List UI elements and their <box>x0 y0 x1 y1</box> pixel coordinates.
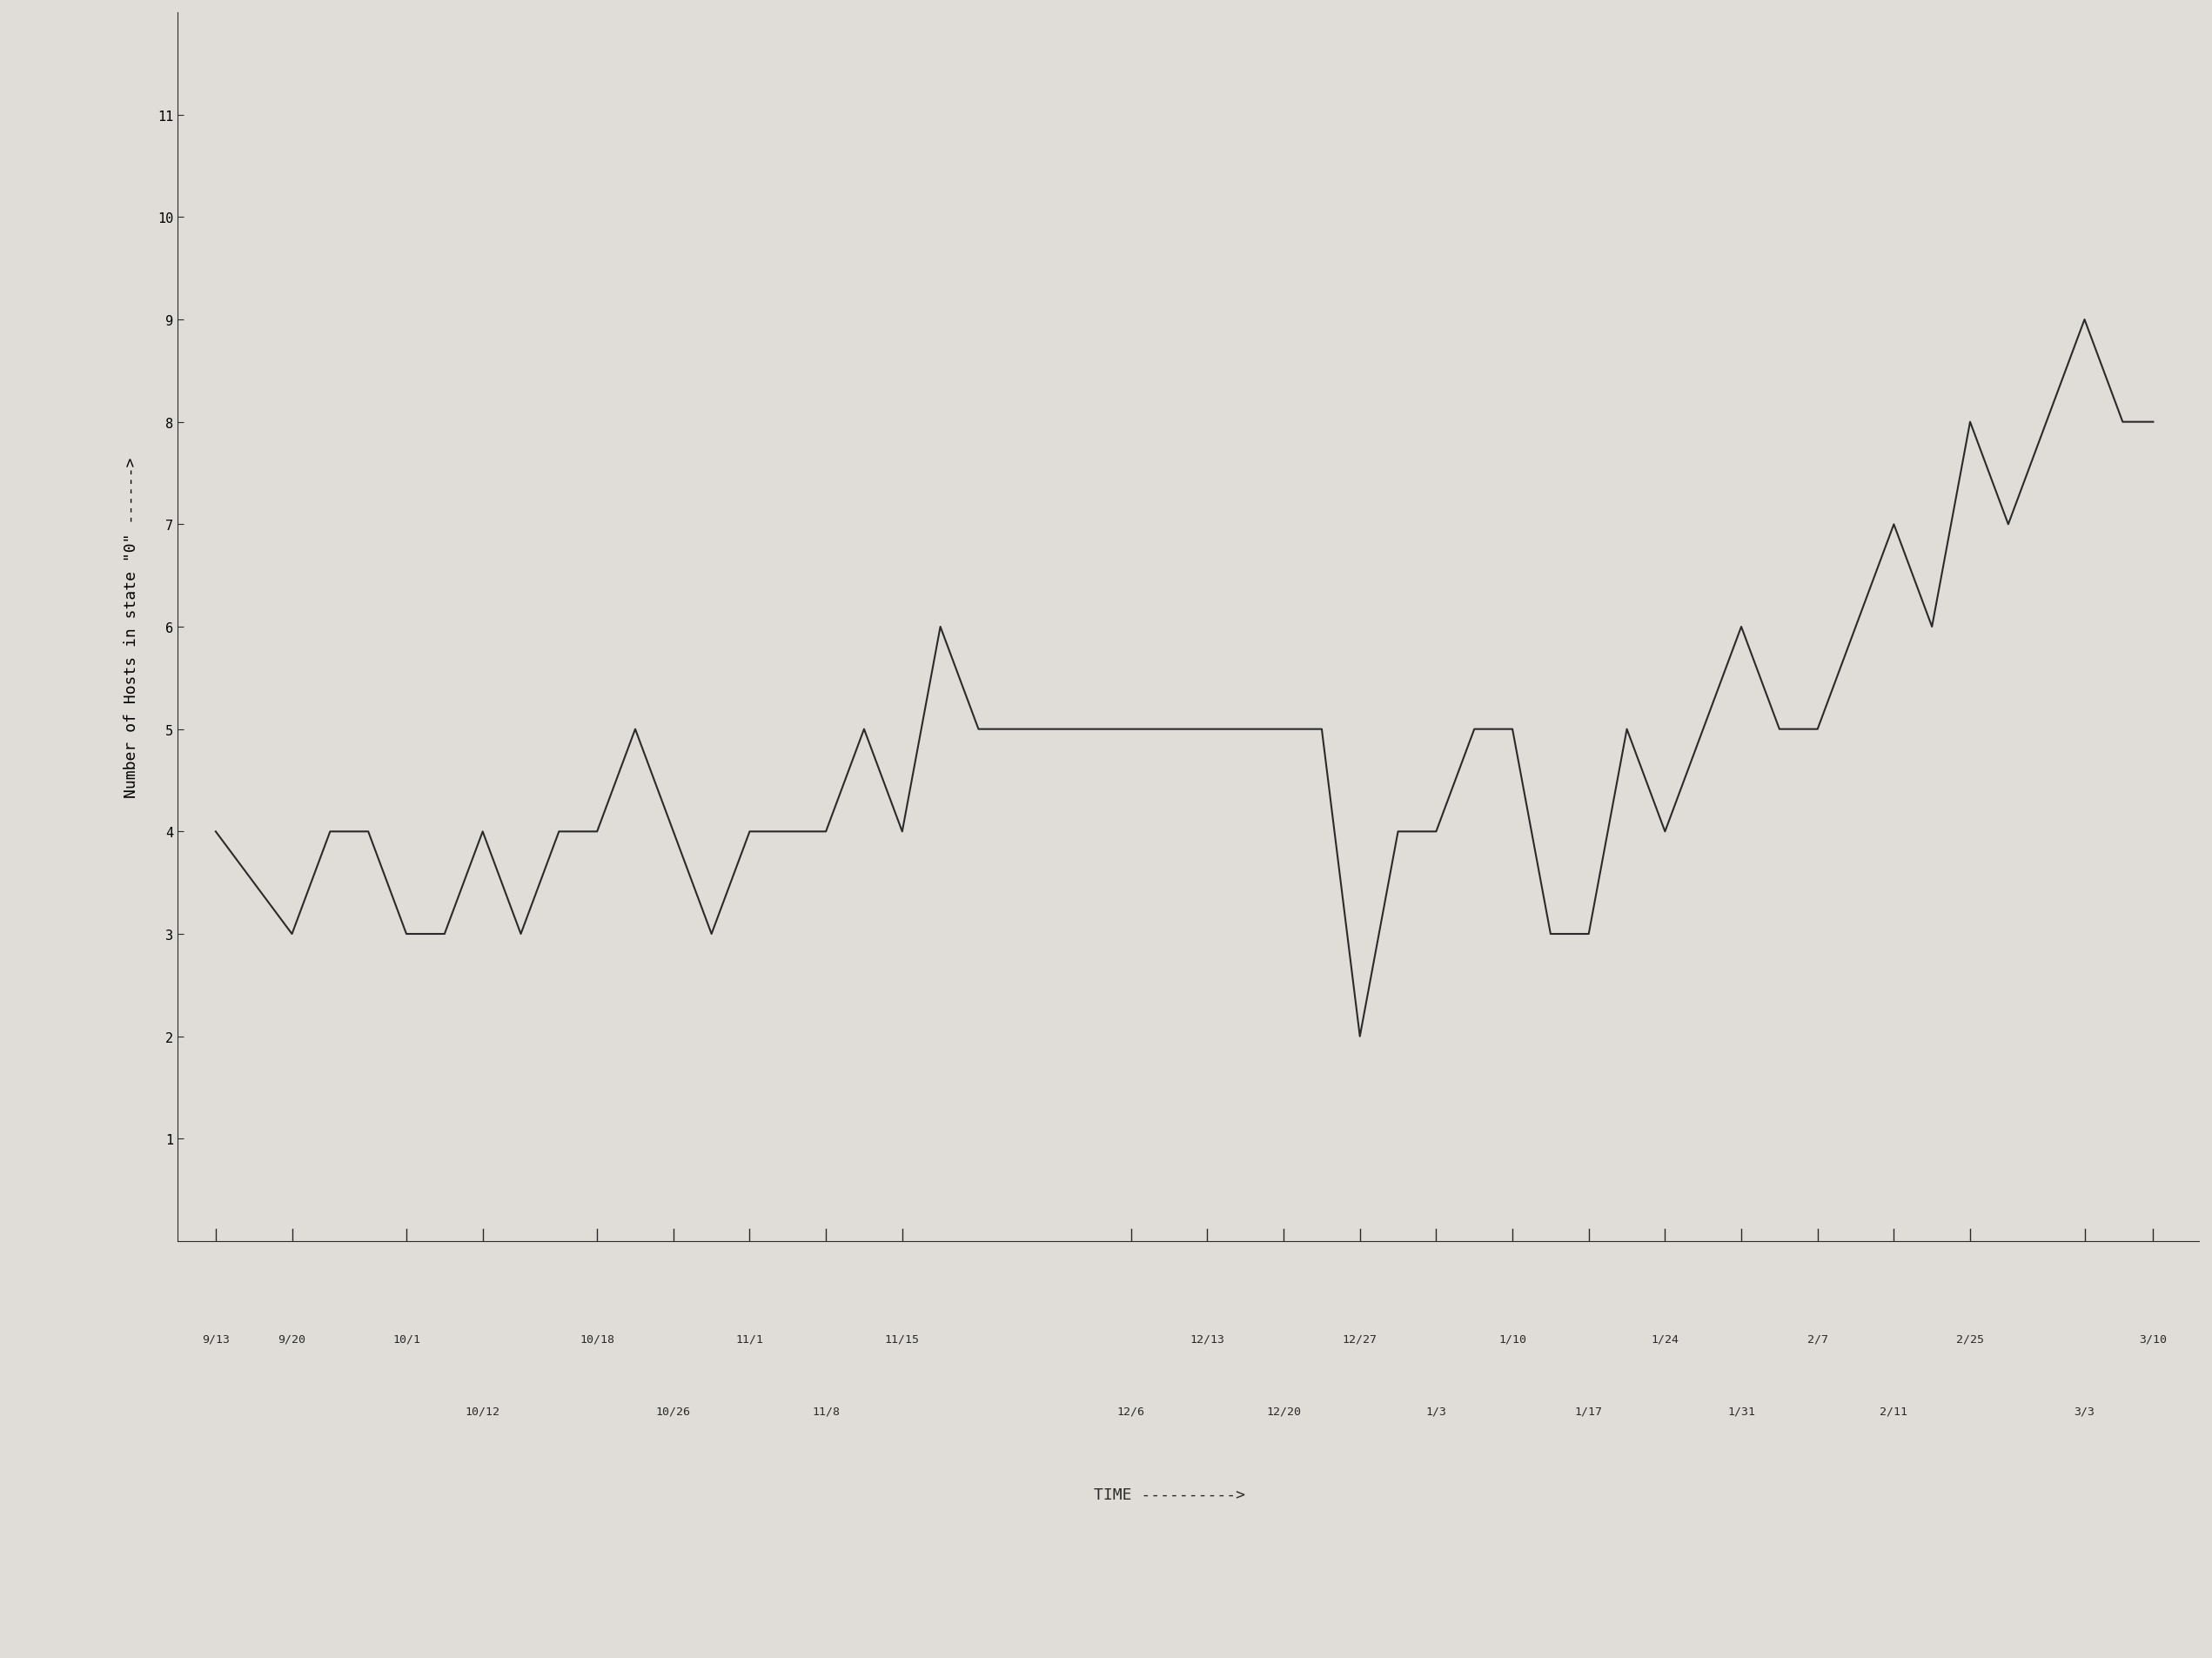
Text: 10/12: 10/12 <box>465 1404 500 1416</box>
Text: 1/17: 1/17 <box>1575 1404 1604 1416</box>
Text: 1/24: 1/24 <box>1650 1333 1679 1345</box>
Text: 9/13: 9/13 <box>201 1333 230 1345</box>
Text: TIME ---------->: TIME ----------> <box>1093 1487 1245 1502</box>
Text: 12/27: 12/27 <box>1343 1333 1378 1345</box>
Text: 12/6: 12/6 <box>1117 1404 1146 1416</box>
Text: 2/7: 2/7 <box>1807 1333 1827 1345</box>
Text: 11/15: 11/15 <box>885 1333 920 1345</box>
Text: 10/18: 10/18 <box>580 1333 615 1345</box>
Y-axis label: Number of Hosts in state "0" ------>: Number of Hosts in state "0" ------> <box>124 458 139 797</box>
Text: 2/25: 2/25 <box>1955 1333 1984 1345</box>
Text: 3/3: 3/3 <box>2075 1404 2095 1416</box>
Text: 10/1: 10/1 <box>392 1333 420 1345</box>
Text: 11/1: 11/1 <box>737 1333 763 1345</box>
Text: 1/3: 1/3 <box>1427 1404 1447 1416</box>
Text: 9/20: 9/20 <box>279 1333 305 1345</box>
Text: 11/8: 11/8 <box>812 1404 841 1416</box>
Text: 12/13: 12/13 <box>1190 1333 1225 1345</box>
Text: 1/10: 1/10 <box>1498 1333 1526 1345</box>
Text: 2/11: 2/11 <box>1880 1404 1907 1416</box>
Text: 10/26: 10/26 <box>657 1404 690 1416</box>
Text: 12/20: 12/20 <box>1265 1404 1301 1416</box>
Text: 3/10: 3/10 <box>2139 1333 2168 1345</box>
Text: 1/31: 1/31 <box>1728 1404 1754 1416</box>
